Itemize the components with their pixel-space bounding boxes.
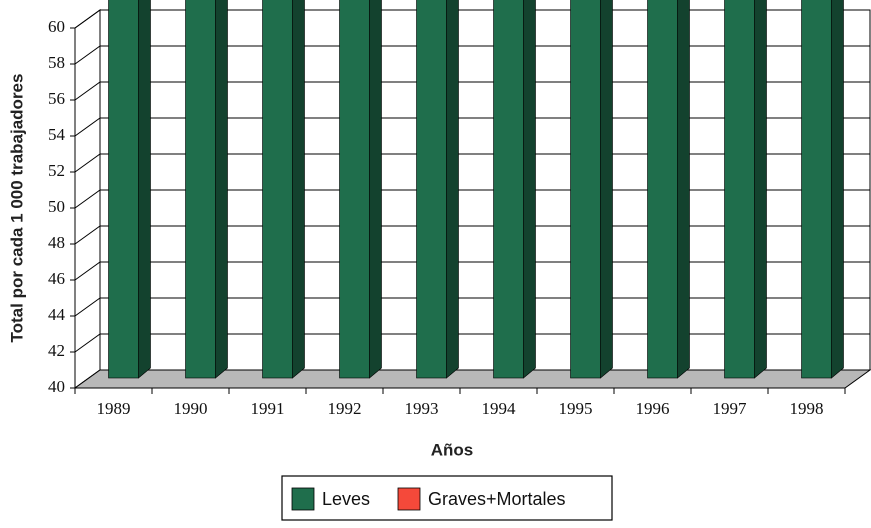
bar bbox=[724, 0, 755, 379]
x-tick-label: 1989 bbox=[97, 399, 131, 418]
x-tick-label: 1990 bbox=[174, 399, 208, 418]
bar bbox=[416, 0, 447, 379]
legend-label: Graves+Mortales bbox=[428, 489, 566, 509]
bar bbox=[108, 0, 139, 379]
y-tick-label: 54 bbox=[48, 125, 66, 144]
bar bbox=[339, 0, 370, 379]
bar-side bbox=[369, 0, 382, 379]
bar bbox=[262, 0, 293, 379]
y-tick-label: 42 bbox=[48, 341, 65, 360]
y-tick-label: 40 bbox=[48, 377, 65, 396]
grid-line bbox=[74, 261, 870, 281]
bar bbox=[185, 0, 216, 379]
x-tick-label: 1997 bbox=[713, 399, 748, 418]
bar bbox=[493, 0, 524, 379]
bar-side bbox=[215, 0, 228, 379]
y-tick-label: 44 bbox=[48, 305, 66, 324]
bar-side bbox=[138, 0, 151, 379]
bar-side bbox=[600, 0, 613, 379]
grid-line bbox=[74, 45, 870, 65]
grid-line bbox=[74, 297, 870, 317]
grid-line bbox=[74, 333, 870, 353]
grid-line bbox=[74, 81, 870, 101]
y-tick-label: 58 bbox=[48, 53, 65, 72]
x-tick-label: 1991 bbox=[251, 399, 285, 418]
bar bbox=[801, 0, 832, 379]
x-axis-title: Años bbox=[431, 440, 474, 459]
x-tick-label: 1998 bbox=[790, 399, 824, 418]
bar-side bbox=[446, 0, 459, 379]
y-tick-label: 52 bbox=[48, 161, 65, 180]
x-tick-label: 1992 bbox=[328, 399, 362, 418]
grid-line bbox=[74, 225, 870, 245]
y-tick-label: 60 bbox=[48, 17, 65, 36]
bar-side bbox=[292, 0, 305, 379]
y-tick-label: 56 bbox=[48, 89, 65, 108]
x-tick-label: 1995 bbox=[559, 399, 593, 418]
legend-box bbox=[281, 475, 613, 521]
y-axis-title: Total por cada 1 000 trabajadores bbox=[7, 74, 26, 343]
x-tick-label: 1996 bbox=[636, 399, 670, 418]
legend-label: Leves bbox=[322, 489, 370, 509]
bar-side bbox=[754, 0, 767, 379]
grid-line bbox=[74, 153, 870, 173]
y-tick-label: 48 bbox=[48, 233, 65, 252]
grid-line bbox=[74, 189, 870, 209]
x-tick-label: 1993 bbox=[405, 399, 439, 418]
bar-side bbox=[523, 0, 536, 379]
y-tick-label: 50 bbox=[48, 197, 65, 216]
legend-swatch bbox=[397, 487, 421, 511]
bar bbox=[570, 0, 601, 379]
bar-side bbox=[831, 0, 844, 379]
bar-side bbox=[677, 0, 690, 379]
grid-line bbox=[74, 117, 870, 137]
legend-swatch bbox=[291, 487, 315, 511]
grid-line bbox=[74, 9, 870, 29]
y-tick-label: 46 bbox=[48, 269, 65, 288]
x-tick-label: 1994 bbox=[482, 399, 517, 418]
bar bbox=[647, 0, 678, 379]
